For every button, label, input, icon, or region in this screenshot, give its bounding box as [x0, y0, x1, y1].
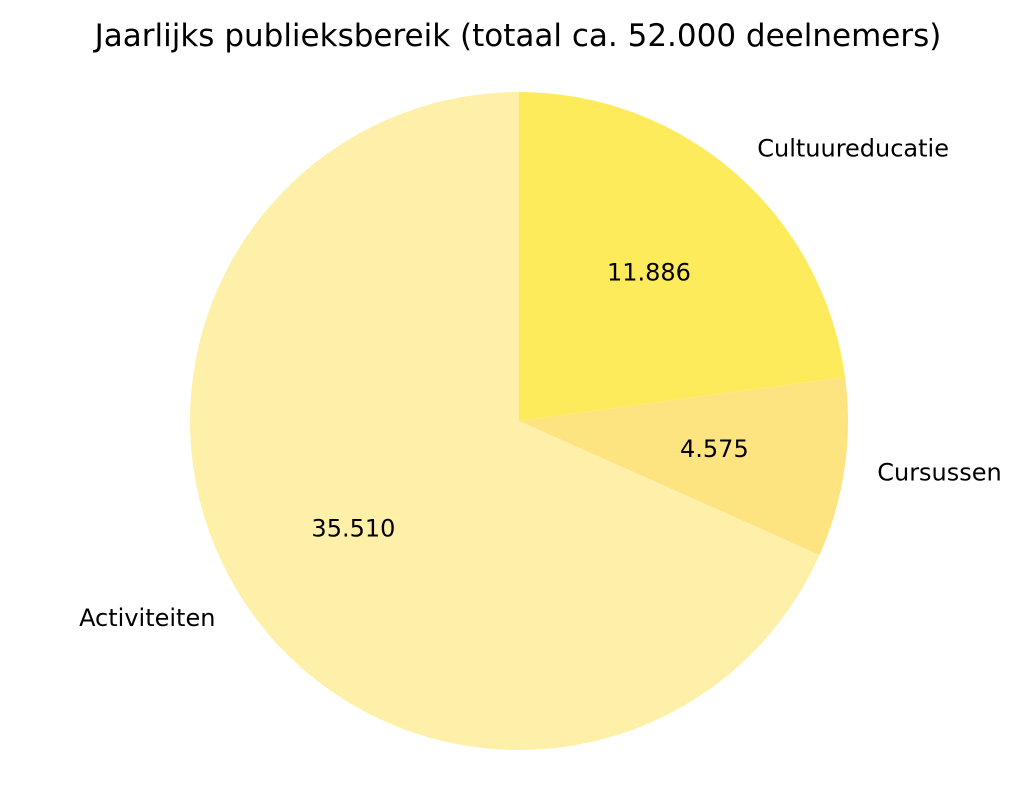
pie-value-label-cultuureducatie: 11.886: [607, 258, 691, 286]
pie-label-cultuureducatie: Cultuureducatie: [757, 135, 949, 163]
pie-slice-cultuureducatie: [519, 92, 846, 421]
pie-value-label-activiteiten: 35.510: [311, 514, 395, 542]
pie-slice-activiteiten: [189, 92, 820, 750]
pie-value-label-cursussen: 4.575: [680, 435, 749, 463]
chart-title: Jaarlijks publieksbereik (totaal ca. 52.…: [93, 18, 942, 54]
pie-slice-cursussen: [519, 377, 849, 555]
pie-label-activiteiten: Activiteiten: [79, 604, 215, 632]
pie-value-labels: 35.510 4.575 11.886: [311, 258, 748, 542]
pie-label-cursussen: Cursussen: [877, 458, 1002, 486]
pie-slices: [189, 92, 849, 750]
pie-slice-labels: Activiteiten Cursussen Cultuureducatie: [79, 135, 1002, 632]
